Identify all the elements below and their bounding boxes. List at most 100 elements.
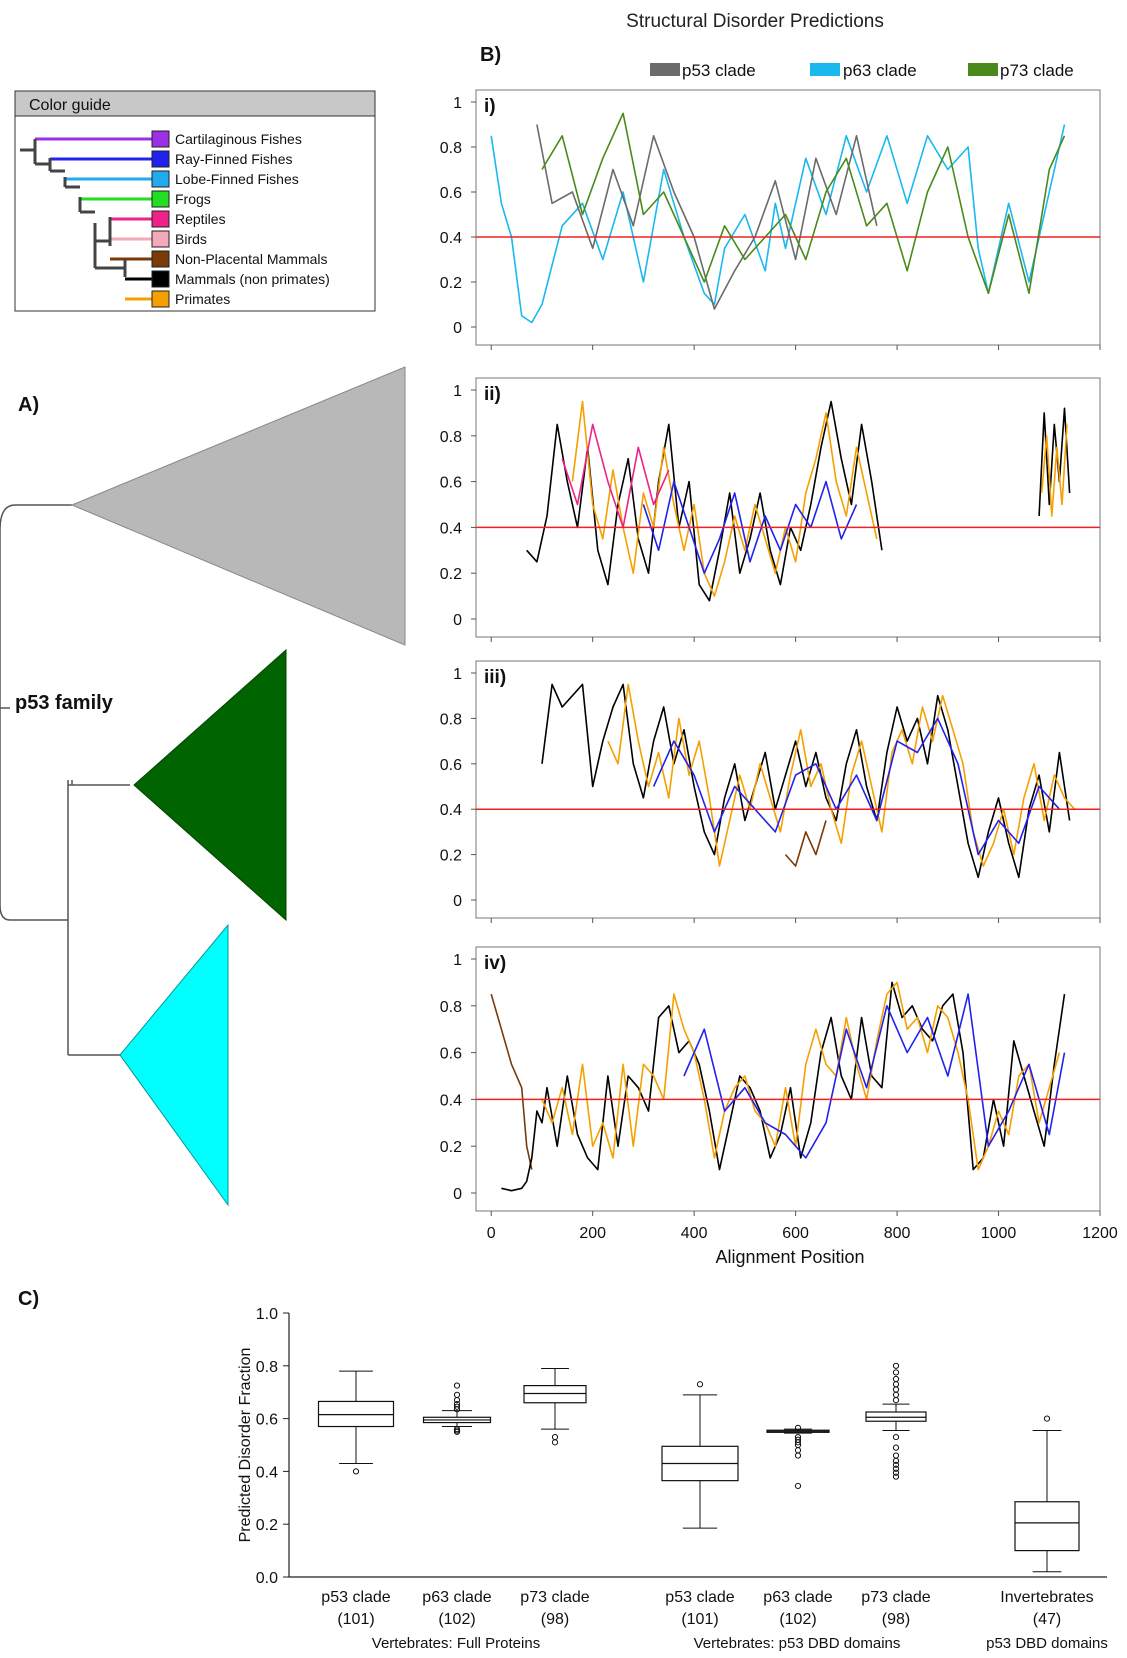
outlier-point bbox=[453, 1400, 461, 1408]
outlier-point bbox=[551, 1433, 559, 1441]
box-iqr bbox=[317, 1400, 395, 1428]
color-guide-label: Mammals (non primates) bbox=[175, 271, 330, 287]
box-category-label: p73 clade bbox=[861, 1589, 930, 1606]
legend-label-p53: p53 clade bbox=[682, 61, 756, 80]
series-line bbox=[607, 683, 1076, 867]
color-guide-tree bbox=[20, 137, 152, 301]
box-group-label: Vertebrates: p53 DBD domains bbox=[694, 1635, 901, 1652]
disorder-chart-2: 0 0.2 0.4 0.6 0.8 1 ii) bbox=[440, 377, 1101, 642]
tree-branches bbox=[0, 504, 130, 1056]
color-guide-label: Non-Placental Mammals bbox=[175, 251, 328, 267]
color-guide-swatch bbox=[151, 270, 170, 288]
panel-number-label: ii) bbox=[484, 384, 501, 405]
outlier-point bbox=[794, 1482, 802, 1490]
legend-swatch-p53 bbox=[650, 63, 680, 76]
x-tick-label: 200 bbox=[579, 1225, 606, 1242]
outlier-point bbox=[892, 1386, 900, 1393]
panel-a-label: A) bbox=[18, 394, 39, 416]
box-count-label: (101) bbox=[337, 1611, 374, 1628]
outlier-point bbox=[892, 1473, 900, 1480]
box-group-label: p53 DBD domains bbox=[986, 1635, 1108, 1652]
outlier-point bbox=[551, 1439, 559, 1446]
y-axis-label: Predicted Disorder Fraction bbox=[237, 1348, 254, 1543]
y-tick-label: 1.0 bbox=[256, 1306, 278, 1323]
boxplot-chart: 0.0 0.2 0.4 0.6 0.8 1.0 Predicted Disorder Fra… bbox=[237, 1306, 1108, 1652]
outlier-point bbox=[453, 1391, 461, 1398]
outlier-point bbox=[892, 1369, 900, 1376]
color-guide-label: Lobe-Finned Fishes bbox=[175, 171, 299, 187]
y-tick-label: 0 bbox=[453, 1186, 462, 1203]
color-guide-swatch bbox=[151, 290, 170, 308]
panel-number-label: iii) bbox=[484, 667, 506, 688]
outlier-point bbox=[794, 1436, 802, 1443]
y-tick-label: 0.6 bbox=[440, 1046, 462, 1063]
y-tick-label: 0 bbox=[453, 320, 462, 337]
y-tick-label: 0.8 bbox=[440, 429, 462, 446]
y-tick-label: 0.8 bbox=[256, 1359, 278, 1376]
y-tick-label: 0.8 bbox=[440, 999, 462, 1016]
box-category-label: p63 clade bbox=[763, 1589, 832, 1606]
p73-clade-triangle bbox=[133, 648, 287, 922]
legend-label-p73: p73 clade bbox=[1000, 61, 1074, 80]
p63-clade-triangle bbox=[119, 923, 229, 1207]
color-guide-items: Cartilaginous Fishes Ray-Finned Fishes Lob… bbox=[151, 130, 330, 308]
outlier-point bbox=[794, 1424, 802, 1431]
color-guide-swatch bbox=[151, 150, 170, 168]
y-tick-label: 1 bbox=[453, 666, 462, 683]
outlier-point bbox=[696, 1381, 704, 1388]
legend-label-p63: p63 clade bbox=[843, 61, 917, 80]
color-guide-label: Birds bbox=[175, 231, 207, 247]
box-category-label: p53 clade bbox=[321, 1589, 390, 1606]
figure-title: Structural Disorder Predictions bbox=[626, 11, 884, 32]
x-tick-label: 800 bbox=[884, 1225, 911, 1242]
y-tick-label: 0.8 bbox=[440, 711, 462, 728]
color-guide-swatch bbox=[151, 250, 170, 268]
y-tick-label: 0.6 bbox=[440, 185, 462, 202]
color-guide-label: Ray-Finned Fishes bbox=[175, 151, 293, 167]
series-line bbox=[683, 993, 1066, 1159]
y-tick-label: 0.6 bbox=[256, 1412, 278, 1429]
disorder-chart-1: 0 0.2 0.4 0.6 0.8 1 i) bbox=[440, 89, 1101, 350]
x-tick-label: 0 bbox=[487, 1225, 496, 1242]
box-count-label: (102) bbox=[438, 1611, 475, 1628]
y-tick-label: 1 bbox=[453, 383, 462, 400]
box-category-label: Invertebrates bbox=[1000, 1589, 1093, 1606]
y-tick-label: 0.2 bbox=[440, 566, 462, 583]
outlier-point bbox=[892, 1375, 900, 1383]
color-guide-swatch bbox=[151, 190, 170, 208]
y-tick-label: 0.8 bbox=[440, 140, 462, 157]
panel-number-label: i) bbox=[484, 96, 496, 117]
series-line bbox=[1040, 424, 1068, 517]
y-tick-label: 0.0 bbox=[256, 1570, 278, 1587]
outlier-point bbox=[892, 1433, 900, 1441]
y-tick-label: 0 bbox=[453, 612, 462, 629]
box-count-label: (47) bbox=[1033, 1611, 1061, 1628]
box-iqr bbox=[1014, 1501, 1080, 1552]
outlier-point bbox=[794, 1433, 802, 1441]
y-tick-label: 0.4 bbox=[440, 230, 462, 247]
color-guide-swatch bbox=[151, 170, 170, 188]
color-guide-swatch bbox=[151, 130, 170, 148]
x-tick-label: 1200 bbox=[1082, 1225, 1118, 1242]
p53-family-label: p53 family bbox=[15, 692, 114, 714]
y-tick-label: 0.2 bbox=[440, 275, 462, 292]
y-tick-label: 0.4 bbox=[440, 802, 462, 819]
plot-frame bbox=[475, 377, 1101, 638]
x-axis-label: Alignment Position bbox=[715, 1247, 864, 1267]
color-guide-title: Color guide bbox=[29, 97, 111, 114]
box bbox=[766, 1424, 830, 1490]
box bbox=[523, 1367, 587, 1446]
plot-frame bbox=[475, 89, 1101, 346]
y-tick-label: 1 bbox=[453, 95, 462, 112]
box-group-label: Vertebrates: Full Proteins bbox=[372, 1635, 540, 1652]
outlier-point bbox=[892, 1362, 900, 1369]
outlier-point bbox=[892, 1381, 900, 1388]
color-guide-label: Reptiles bbox=[175, 211, 226, 227]
y-tick-label: 0.6 bbox=[440, 757, 462, 774]
y-tick-label: 0 bbox=[453, 893, 462, 910]
outlier-point bbox=[892, 1444, 900, 1451]
series-line bbox=[642, 480, 858, 575]
y-tick-label: 0.2 bbox=[256, 1517, 278, 1534]
disorder-line-charts: 0 0.2 0.4 0.6 0.8 1 i) 0 0.2 0.4 0.6 0.8 1 ii) 0 0.2 0.4… bbox=[440, 89, 1118, 1242]
color-guide-swatch bbox=[151, 210, 170, 228]
